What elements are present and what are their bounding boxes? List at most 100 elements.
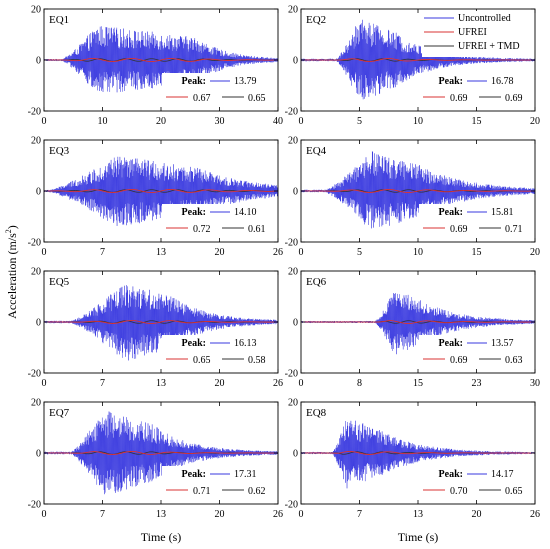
peak-ufrei-value: 0.69 — [450, 224, 468, 235]
ufrei-series-line — [44, 451, 278, 455]
x-tick-label: 10 — [413, 247, 423, 258]
legend-label: UFREI + TMD — [458, 41, 520, 52]
x-tick-label: 0 — [42, 247, 47, 258]
x-tick-label: 20 — [215, 247, 225, 258]
y-tick-label: 20 — [288, 136, 298, 147]
peak-ufrei-value: 0.67 — [193, 93, 211, 104]
peak-ufrei-tmd-value: 0.65 — [505, 486, 523, 497]
peak-ufrei-tmd-value: 0.63 — [505, 355, 523, 366]
peak-uncontrolled-value: 17.31 — [234, 469, 257, 480]
y-tick-label: -20 — [28, 107, 41, 118]
peak-box — [162, 466, 272, 500]
peak-ufrei-value: 0.70 — [450, 486, 468, 497]
legend-box — [422, 11, 534, 57]
x-tick-label: 13 — [413, 509, 423, 520]
x-tick-label: 15 — [472, 116, 482, 127]
panel-title: EQ6 — [306, 276, 327, 288]
panel-title: EQ5 — [49, 276, 70, 288]
peak-uncontrolled-value: 16.78 — [491, 76, 514, 87]
peak-box — [419, 204, 529, 238]
peak-ufrei-tmd-value: 0.61 — [248, 224, 266, 235]
y-tick-label: -20 — [285, 369, 298, 380]
y-tick-label: 20 — [31, 267, 41, 278]
y-tick-label: -20 — [28, 369, 41, 380]
ufrei-series-line — [301, 320, 535, 324]
x-tick-label: 13 — [156, 378, 166, 389]
x-tick-label: 5 — [357, 116, 362, 127]
ufrei-series-line — [44, 320, 278, 324]
uncontrolled-series-line — [43, 156, 279, 226]
x-tick-label: 30 — [215, 116, 225, 127]
peak-ufrei-tmd-value: 0.62 — [248, 486, 266, 497]
x-tick-label: 13 — [156, 247, 166, 258]
legend-label: UFREI — [458, 27, 487, 38]
peak-uncontrolled-value: 14.10 — [234, 207, 257, 218]
peak-uncontrolled-value: 14.17 — [491, 469, 514, 480]
x-tick-label: 0 — [42, 509, 47, 520]
y-tick-label: 0 — [36, 449, 41, 460]
panel-title: EQ3 — [49, 145, 70, 157]
x-tick-label: 7 — [100, 378, 105, 389]
x-tick-label: 0 — [299, 378, 304, 389]
uncontrolled-series-line — [43, 285, 279, 361]
legend-label: Uncontrolled — [458, 13, 511, 24]
panel-title: EQ7 — [49, 407, 70, 419]
x-tick-label: 7 — [100, 509, 105, 520]
peak-uncontrolled-value: 13.57 — [491, 338, 514, 349]
ufrei-series-line — [44, 189, 279, 193]
peak-ufrei-tmd-value: 0.58 — [248, 355, 266, 366]
x-tick-label: 5 — [357, 247, 362, 258]
y-tick-label: -20 — [28, 500, 41, 511]
x-tick-label: 13 — [156, 509, 166, 520]
uncontrolled-series-line — [43, 411, 279, 495]
peak-box — [162, 335, 272, 369]
peak-ufrei-value: 0.69 — [450, 93, 468, 104]
peak-uncontrolled-value: 16.13 — [234, 338, 257, 349]
x-tick-label: 23 — [472, 378, 482, 389]
peak-ufrei-value: 0.69 — [450, 355, 468, 366]
x-axis-title-left: Time (s) — [141, 530, 182, 544]
x-tick-label: 20 — [215, 509, 225, 520]
x-tick-label: 26 — [273, 509, 283, 520]
peak-label: Peak: — [182, 207, 206, 218]
peak-ufrei-tmd-value: 0.65 — [248, 93, 266, 104]
y-tick-label: 20 — [31, 398, 41, 409]
y-tick-label: -20 — [285, 107, 298, 118]
y-tick-label: 0 — [36, 187, 41, 198]
y-tick-label: -20 — [285, 238, 298, 249]
peak-box — [162, 73, 272, 107]
peak-box — [419, 73, 529, 107]
x-tick-label: 10 — [98, 116, 108, 127]
peak-box — [419, 466, 529, 500]
y-tick-label: 0 — [293, 318, 298, 329]
y-tick-label: 20 — [288, 398, 298, 409]
ufrei-series-line — [301, 189, 536, 193]
uncontrolled-series-line — [300, 151, 536, 229]
legend: Uncontrolled UFREI UFREI + TMD — [422, 11, 534, 57]
y-tick-label: 20 — [31, 5, 41, 16]
x-tick-label: 20 — [156, 116, 166, 127]
y-tick-label: 20 — [288, 5, 298, 16]
panel-title: EQ1 — [49, 14, 69, 26]
x-tick-label: 26 — [273, 247, 283, 258]
x-tick-label: 0 — [42, 116, 47, 127]
peak-ufrei-value: 0.71 — [193, 486, 211, 497]
peak-label: Peak: — [439, 76, 463, 87]
x-tick-label: 15 — [413, 378, 423, 389]
x-tick-label: 0 — [42, 378, 47, 389]
peak-uncontrolled-value: 13.79 — [234, 76, 257, 87]
y-tick-label: 0 — [36, 318, 41, 329]
x-tick-label: 15 — [472, 247, 482, 258]
panel-title: EQ8 — [306, 407, 327, 419]
peak-ufrei-tmd-value: 0.71 — [505, 224, 523, 235]
peak-label: Peak: — [182, 469, 206, 480]
peak-label: Peak: — [182, 338, 206, 349]
y-tick-label: 0 — [293, 56, 298, 67]
